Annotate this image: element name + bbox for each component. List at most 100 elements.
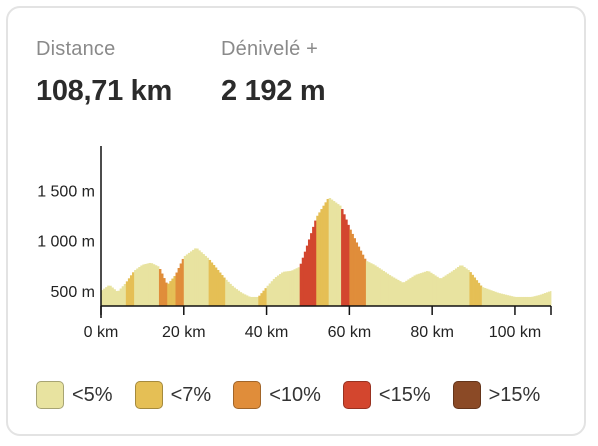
profile-bar: [127, 278, 131, 306]
profile-bar: [399, 281, 402, 306]
profile-bar: [270, 281, 274, 306]
profile-bar: [109, 285, 112, 306]
profile-bar: [132, 272, 135, 306]
profile-bar: [409, 278, 412, 306]
profile-bar: [210, 262, 214, 306]
profile-bar: [378, 268, 381, 306]
profile-bar: [481, 287, 485, 306]
profile-bar: [469, 272, 472, 306]
profile-bar: [461, 265, 464, 306]
legend-label: <5%: [72, 383, 113, 406]
profile-bar: [297, 267, 301, 306]
profile-bar: [204, 255, 207, 306]
profile-bar: [142, 264, 145, 306]
profile-bar: [444, 275, 448, 306]
elevation-profile-card: [6, 6, 586, 436]
legend-label: >15%: [488, 383, 541, 406]
profile-bar: [268, 283, 272, 306]
profile-bar: [171, 278, 174, 306]
profile-bar: [382, 270, 385, 306]
profile-bar: [475, 280, 479, 306]
profile-bar: [423, 271, 427, 306]
profile-bar: [185, 254, 189, 306]
profile-bar: [134, 270, 137, 306]
profile-bar: [187, 252, 191, 306]
profile-bar: [198, 250, 201, 306]
profile-bar: [214, 267, 218, 306]
profile-bar: [512, 296, 516, 306]
profile-bar: [390, 276, 394, 306]
x-tick-label: 60 km: [328, 324, 372, 341]
profile-bar: [545, 292, 549, 306]
profile-bar: [173, 276, 176, 306]
profile-bar: [274, 277, 278, 306]
profile-bar: [363, 258, 367, 306]
profile-bar: [152, 264, 156, 306]
x-tick-label: 0 km: [84, 324, 119, 341]
profile-bar: [138, 267, 141, 306]
profile-bar: [119, 288, 123, 306]
profile-bar: [525, 296, 528, 306]
profile-bar: [266, 285, 270, 306]
profile-bar: [233, 287, 236, 306]
legend-swatch: [342, 381, 371, 409]
profile-bar: [129, 275, 133, 306]
profile-bar: [523, 296, 526, 306]
profile-bar: [376, 266, 379, 306]
profile-bar: [365, 261, 369, 306]
profile-bar: [163, 278, 166, 306]
profile-bar: [328, 198, 332, 306]
legend-label: <10%: [269, 383, 321, 406]
profile-bar: [260, 293, 263, 306]
profile-bar: [465, 268, 468, 306]
profile-bar: [494, 291, 497, 306]
profile-bar: [351, 233, 354, 306]
profile-bar: [281, 272, 284, 306]
profile-bar: [543, 293, 547, 306]
profile-bar: [339, 205, 342, 306]
profile-bar: [367, 262, 371, 306]
profile-bar: [183, 255, 187, 306]
profile-bar: [252, 296, 255, 306]
profile-bar: [446, 274, 450, 306]
profile-bar: [467, 270, 470, 306]
profile-bar: [459, 265, 462, 306]
x-tick-label: 100 km: [489, 324, 541, 341]
profile-bar: [310, 233, 313, 306]
profile-bar: [301, 257, 305, 306]
profile-bar: [247, 296, 251, 306]
profile-bar: [212, 264, 216, 306]
profile-bar: [177, 268, 181, 306]
profile-bar: [276, 275, 280, 306]
profile-bar: [355, 242, 359, 306]
profile-bar: [229, 283, 232, 306]
profile-bar: [533, 296, 537, 306]
profile-bar: [359, 250, 363, 306]
profile-bar: [216, 270, 220, 306]
profile-bar: [510, 296, 514, 306]
profile-bar: [208, 259, 212, 306]
profile-bar: [380, 269, 383, 306]
profile-bar: [334, 202, 338, 306]
profile-bar: [256, 296, 259, 306]
profile-bar: [136, 268, 139, 306]
profile-bar: [320, 209, 323, 306]
profile-bar: [117, 290, 121, 306]
profile-bar: [537, 295, 541, 306]
profile-bar: [370, 263, 373, 306]
profile-bar: [194, 248, 197, 306]
profile-bar: [517, 296, 520, 306]
profile-bar: [154, 265, 158, 306]
profile-bar: [430, 272, 433, 306]
profile-bar: [175, 272, 178, 306]
legend-item-gt15: >15%: [452, 381, 541, 409]
profile-bar: [179, 263, 183, 306]
profile-bar: [189, 251, 193, 306]
profile-bar: [196, 248, 199, 306]
profile-bar: [239, 292, 243, 306]
profile-bar: [519, 296, 522, 306]
profile-bar: [161, 273, 164, 306]
profile-bar: [287, 271, 290, 306]
profile-bar: [357, 246, 361, 306]
